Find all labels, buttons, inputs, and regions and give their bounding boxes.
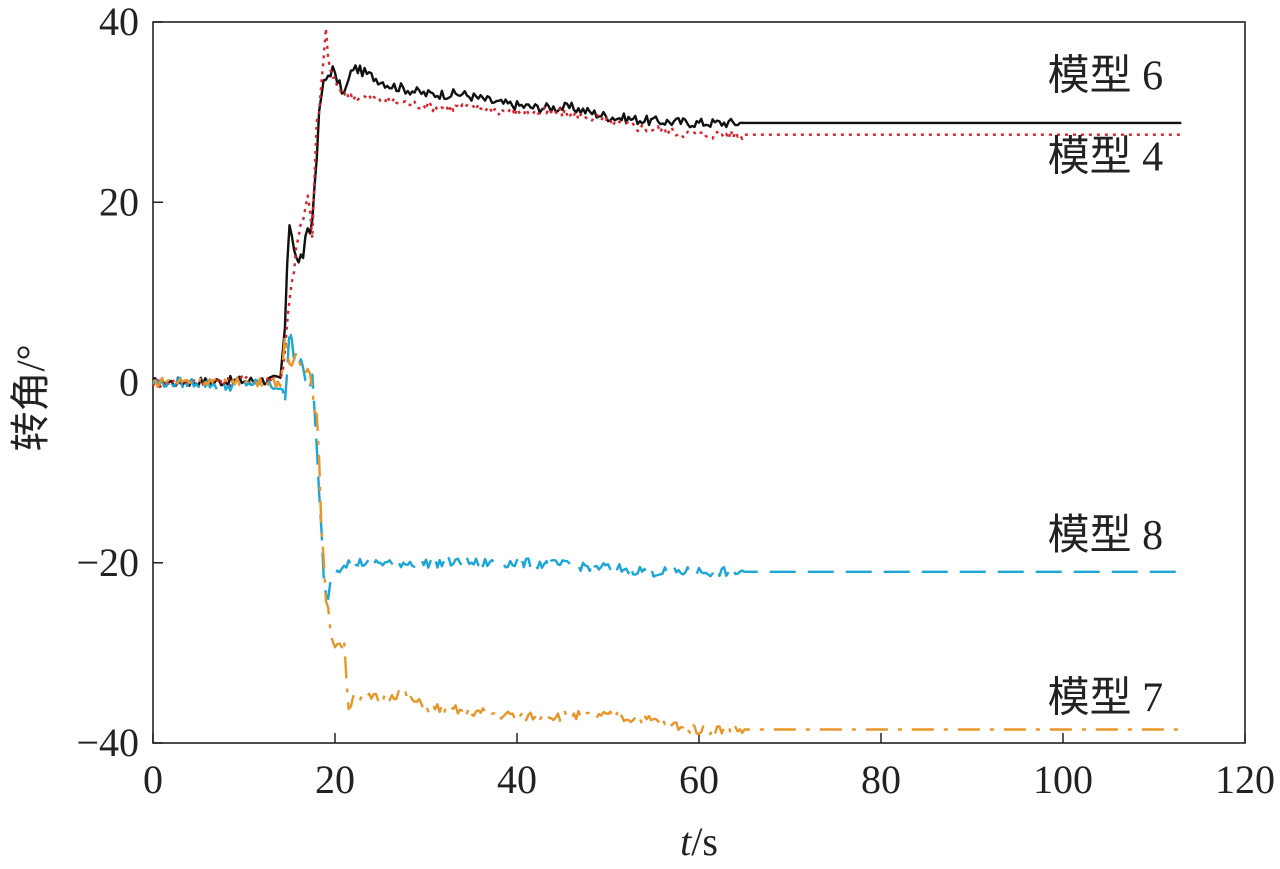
x-tick-label: 100 [1033, 757, 1093, 802]
y-tick-label: 40 [99, 0, 139, 44]
labels-layer: 模型 6 模型 4 模型 8 模型 7 [1048, 54, 1164, 722]
y-tick-label: −40 [76, 720, 139, 765]
series-line-1 [152, 64, 1182, 388]
series-label-4: 模型 7 [1048, 675, 1164, 721]
x-tick-label: 60 [679, 757, 719, 802]
y-tick-label: −20 [76, 540, 139, 585]
y-tick-label: 0 [119, 360, 139, 405]
x-axis-variable: t [680, 819, 692, 864]
x-tick-label: 120 [1215, 757, 1275, 802]
x-tick-label: 0 [143, 757, 163, 802]
y-axis-title: 转角/° [8, 344, 53, 451]
x-axis-title: t/s [680, 819, 718, 864]
series-line-2 [151, 27, 1182, 389]
series-line-3 [151, 328, 1182, 601]
x-tick-label: 80 [861, 757, 901, 802]
x-tick-label: 40 [497, 757, 537, 802]
x-axis-unit: /s [691, 819, 718, 864]
series-line-4 [152, 335, 1182, 736]
series-label-2: 模型 4 [1048, 135, 1164, 181]
series-label-3: 模型 8 [1048, 513, 1164, 559]
x-tick-label: 20 [315, 757, 355, 802]
axis-ticks: 0 20 40 60 80 100 120 40 20 0 −20 −40 [76, 0, 1275, 802]
plot-frame [152, 21, 1246, 744]
series-layer [151, 27, 1182, 736]
series-label-1: 模型 6 [1048, 54, 1164, 100]
y-tick-label: 20 [99, 179, 139, 224]
